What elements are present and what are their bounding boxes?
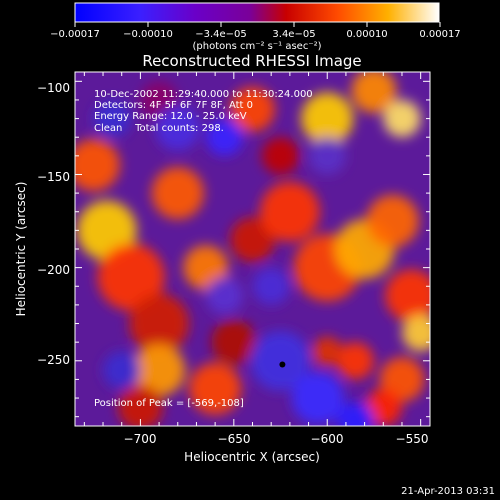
colorbar-tick-label: 0.00017 [419, 29, 460, 40]
annotation-detectors: Detectors: 4F 5F 6F 7F 8F, Att 0 [94, 100, 253, 111]
emission-blob [205, 118, 244, 156]
emission-blob [188, 362, 242, 415]
emission-blob [312, 336, 343, 367]
emission-blob [75, 139, 120, 192]
colorbar-tick-label: −3.4e−05 [195, 29, 247, 40]
annotation-time: 10-Dec-2002 11:29:40.000 to 11:30:24.000 [94, 89, 313, 100]
emission-blob [230, 217, 275, 263]
axis-ticks [75, 72, 430, 426]
y-tick-label: −100 [37, 81, 70, 95]
emission-blob [132, 343, 186, 397]
emission-blob [259, 181, 320, 242]
footer-date: 21-Apr-2013 03:31 [401, 486, 495, 497]
x-axis-label: Heliocentric X (arcsec) [184, 450, 320, 464]
image-area [75, 72, 430, 426]
emission-blob [351, 72, 397, 114]
emission-blob [336, 342, 374, 380]
emission-blobs [75, 72, 430, 426]
colorbar-tick-label: 0.00010 [346, 29, 387, 40]
x-tick-label: −650 [218, 432, 251, 446]
emission-blob [151, 166, 204, 220]
emission-blob [261, 137, 300, 175]
colorbar-gradient [74, 2, 440, 23]
emission-blob [366, 194, 419, 248]
colorbar-tick-label: −0.00017 [50, 29, 100, 40]
emission-blob [291, 371, 345, 425]
emission-blob [364, 388, 402, 426]
y-axis-label: Heliocentric Y (arcsec) [14, 182, 28, 317]
emission-blob [383, 99, 421, 138]
colorbar-unit-label: (photons cm⁻² s⁻¹ asec⁻²) [192, 41, 321, 52]
emission-blob [301, 92, 354, 145]
emission-blob [230, 86, 275, 132]
emission-blob [155, 105, 201, 151]
emission-blob [97, 243, 165, 311]
colorbar-tick-label: 3.4e−05 [272, 29, 315, 40]
colorbar-ticks [74, 22, 441, 27]
emission-blob [308, 137, 346, 175]
peak-position-label: Position of Peak = [-569,-108] [94, 398, 244, 409]
emission-blob [93, 99, 132, 138]
emission-blob [129, 293, 189, 354]
emission-blob [211, 319, 257, 365]
y-tick-label: −250 [37, 353, 70, 367]
emission-blob [103, 351, 141, 389]
y-tick-label: −150 [37, 170, 70, 184]
x-tick-label: −600 [311, 432, 344, 446]
annotation-clean: Clean Total counts: 298. [94, 123, 224, 134]
emission-blob [117, 384, 163, 426]
annotation-energy: Energy Range: 12.0 - 25.0 keV [94, 111, 247, 122]
colorbar-tick-label: −0.00010 [123, 29, 173, 40]
x-tick-label: −550 [396, 432, 429, 446]
min-marker [279, 361, 286, 368]
emission-blob [250, 330, 311, 391]
x-tick-label: −700 [124, 432, 157, 446]
emission-blob [336, 401, 374, 426]
emission-blob [385, 269, 430, 322]
colorbar: −0.00017 −0.00010 −3.4e−05 3.4e−05 0.000… [50, 2, 461, 52]
y-tick-label: −200 [37, 263, 70, 277]
emission-blob [205, 276, 244, 315]
emission-blob [401, 314, 430, 352]
emission-blob [252, 267, 290, 305]
chart-title: Reconstructed RHESSI Image [142, 52, 361, 70]
